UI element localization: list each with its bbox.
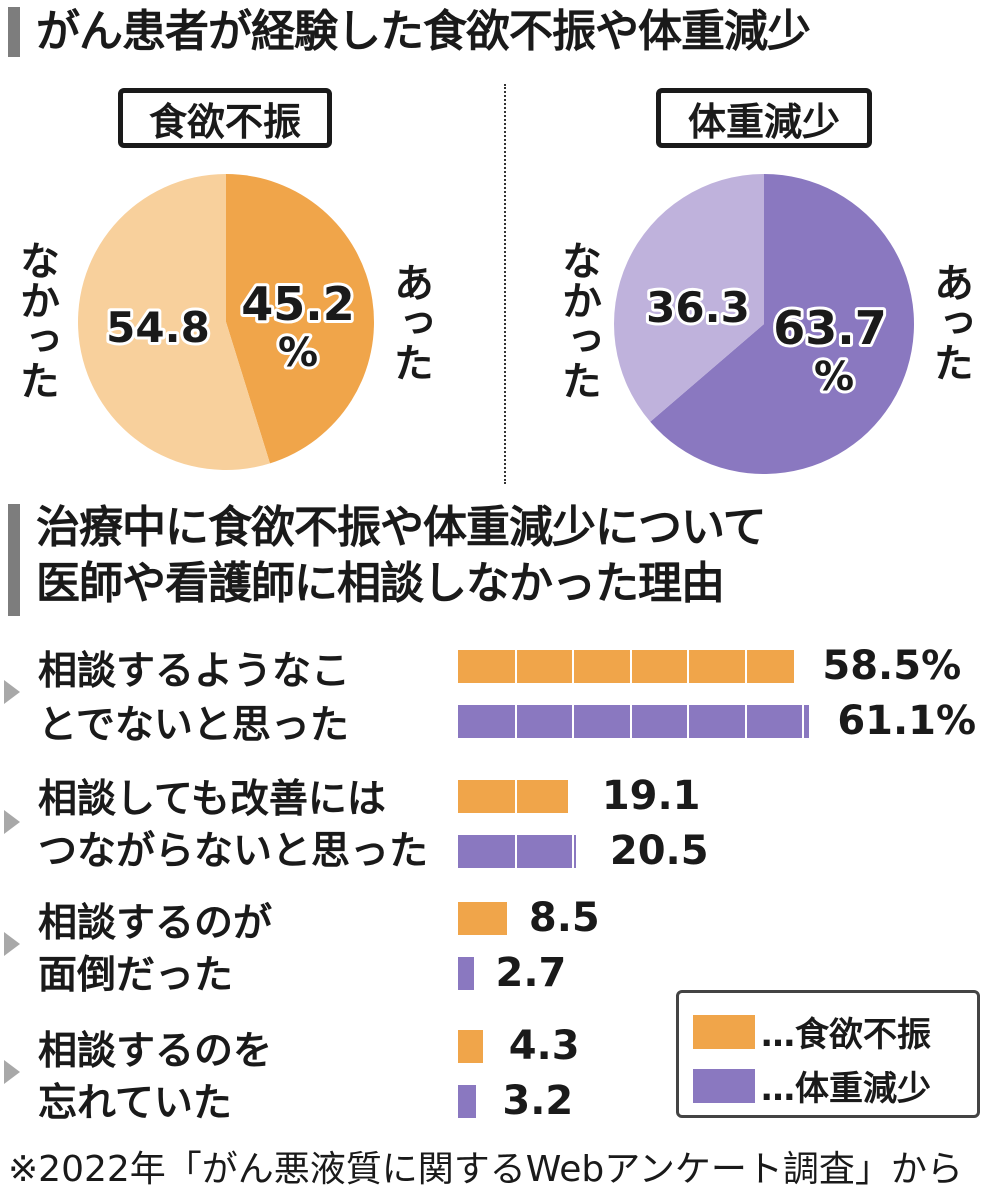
- category-arrow-icon: [4, 1060, 20, 1084]
- category-label: 相談しても改善には: [38, 777, 386, 822]
- chart-title-2: 治療中に食欲不振や体重減少について 医師や看護師に相談しなかった理由: [8, 500, 767, 616]
- bar-weight: [458, 705, 810, 738]
- bar-segment-divider: [802, 705, 804, 738]
- bar-value-label: 8.5: [528, 895, 600, 941]
- bar-appetite: [458, 780, 568, 813]
- category-label: 面倒だった: [38, 953, 234, 998]
- legend-item-appetite: …食欲不振: [693, 1007, 931, 1056]
- pie-chart-appetite: 45.2% 54.8: [77, 174, 374, 470]
- legend-swatch-weight: [693, 1068, 755, 1103]
- title-accent-bar: [8, 7, 20, 57]
- bar-value-label: 3.2: [502, 1078, 574, 1124]
- title-accent-bar: [8, 504, 20, 616]
- pie-weight-yes-label: あった: [927, 262, 973, 382]
- bar-value-label: 4.3: [508, 1023, 580, 1069]
- category-arrow-icon: [4, 810, 20, 834]
- pie-divider: [504, 84, 506, 484]
- category-label: 相談するようなこ: [38, 649, 351, 694]
- bar-weight: [458, 835, 576, 868]
- category-label: とでないと思った: [38, 703, 349, 748]
- chart-title-1: がん患者が経験した食欲不振や体重減少: [8, 4, 811, 60]
- category-label: 相談するのが: [38, 901, 273, 946]
- bar-appetite: [458, 902, 507, 935]
- pie-unit-percent: %: [278, 330, 318, 376]
- bar-segment-divider: [572, 650, 574, 683]
- bar-segment-divider: [514, 835, 517, 868]
- pie-value-yes: 45.2: [241, 277, 355, 331]
- legend: …食欲不振 …体重減少: [676, 990, 980, 1118]
- pie-appetite-yes-label: あった: [387, 262, 433, 382]
- bar-value-label: 20.5: [609, 828, 709, 874]
- bar-appetite: [458, 650, 795, 683]
- bar-segment-divider: [514, 780, 517, 813]
- legend-swatch-appetite: [693, 1014, 755, 1049]
- title-line-1: 治療中に食欲不振や体重減少について: [36, 502, 767, 553]
- legend-label-weight: …体重減少: [761, 1069, 931, 1109]
- category-arrow-icon: [4, 680, 20, 704]
- bar-appetite: [458, 1030, 483, 1063]
- pie-value-no: 36.3: [646, 283, 750, 332]
- source-note: ※2022年「がん悪液質に関するWebアンケート調査」から: [8, 1149, 963, 1190]
- pie-slice-no: [77, 174, 270, 470]
- pie-appetite-no-label: なかった: [13, 240, 59, 400]
- bar-weight: [458, 957, 474, 990]
- bar-value-label: 58.5%: [822, 643, 962, 689]
- pie-chart-weight: 63.7% 36.3: [614, 174, 914, 474]
- bar-segment-divider: [629, 705, 632, 738]
- bar-value-label: 2.7: [495, 950, 567, 996]
- category-label: つながらないと思った: [38, 829, 429, 874]
- pie-weight-title: 体重減少: [656, 88, 872, 148]
- title-line-2: 医師や看護師に相談しなかった理由: [36, 558, 725, 609]
- pie-slice-yes: [650, 174, 914, 474]
- category-arrow-icon: [4, 932, 20, 956]
- pie-slice-yes: [226, 174, 374, 464]
- bar-segment-divider: [744, 705, 747, 738]
- pie-unit-percent: %: [814, 354, 854, 400]
- pie-value-no: 54.8: [106, 303, 210, 352]
- bar-weight: [458, 1085, 477, 1118]
- pie-appetite-title: 食欲不振: [118, 88, 332, 148]
- bar-segment-divider: [687, 650, 689, 683]
- bar-segment-divider: [687, 705, 689, 738]
- category-label: 相談するのを: [38, 1029, 273, 1074]
- bar-value-label: 61.1%: [837, 698, 977, 744]
- pie-slice-no: [614, 174, 764, 422]
- legend-item-weight: …体重減少: [693, 1061, 931, 1110]
- bar-segment-divider: [572, 835, 574, 868]
- bar-segment-divider: [744, 650, 747, 683]
- bar-segment-divider: [572, 705, 574, 738]
- category-label: 忘れていた: [38, 1081, 232, 1126]
- bar-segment-divider: [514, 705, 517, 738]
- pie-value-yes: 63.7: [773, 301, 887, 355]
- title-text: がん患者が経験した食欲不振や体重減少: [36, 6, 811, 57]
- legend-label-appetite: …食欲不振: [761, 1015, 931, 1055]
- bar-segment-divider: [629, 650, 632, 683]
- bar-segment-divider: [514, 650, 517, 683]
- pie-weight-no-label: なかった: [555, 240, 601, 400]
- bar-value-label: 19.1: [601, 773, 701, 819]
